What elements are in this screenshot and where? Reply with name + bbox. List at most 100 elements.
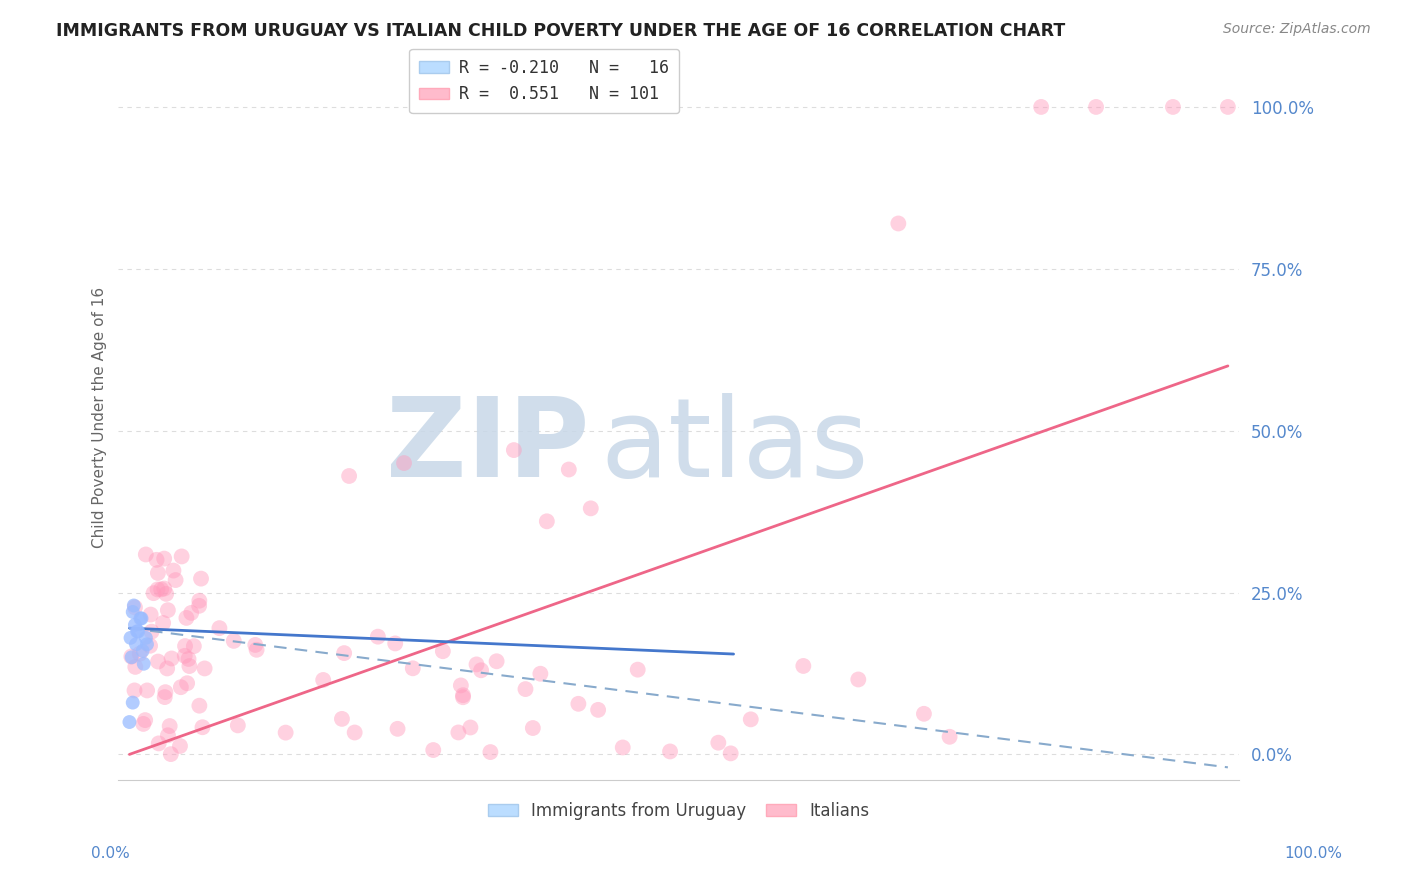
Point bbox=[522, 721, 544, 735]
Point bbox=[176, 676, 198, 690]
Point bbox=[740, 712, 762, 726]
Point bbox=[367, 630, 389, 644]
Point bbox=[174, 639, 197, 653]
Point bbox=[392, 456, 415, 470]
Point bbox=[159, 719, 181, 733]
Point bbox=[127, 624, 149, 639]
Point bbox=[146, 582, 169, 597]
Point bbox=[422, 743, 444, 757]
Point bbox=[312, 673, 335, 687]
Point bbox=[146, 566, 169, 580]
Point bbox=[208, 621, 231, 635]
Point bbox=[180, 606, 202, 620]
Point bbox=[122, 599, 145, 613]
Point bbox=[153, 690, 176, 705]
Point bbox=[612, 740, 634, 755]
Point bbox=[155, 685, 177, 699]
Point bbox=[121, 696, 143, 710]
Point bbox=[558, 462, 581, 476]
Point bbox=[485, 654, 508, 668]
Point bbox=[337, 469, 360, 483]
Point bbox=[135, 548, 157, 562]
Point bbox=[188, 599, 211, 613]
Point bbox=[720, 747, 742, 761]
Point bbox=[515, 682, 537, 697]
Point bbox=[479, 745, 502, 759]
Point bbox=[136, 637, 159, 651]
Point bbox=[121, 605, 143, 619]
Point bbox=[145, 553, 167, 567]
Text: Source: ZipAtlas.com: Source: ZipAtlas.com bbox=[1223, 22, 1371, 37]
Point bbox=[131, 644, 153, 658]
Point bbox=[1029, 100, 1052, 114]
Point bbox=[627, 663, 650, 677]
Point bbox=[707, 736, 730, 750]
Point bbox=[1161, 100, 1184, 114]
Point bbox=[188, 593, 211, 607]
Point bbox=[1085, 100, 1108, 114]
Point bbox=[121, 650, 143, 665]
Y-axis label: Child Poverty Under the Age of 16: Child Poverty Under the Age of 16 bbox=[93, 287, 107, 549]
Point bbox=[142, 586, 165, 600]
Point bbox=[387, 722, 409, 736]
Point bbox=[402, 661, 425, 675]
Point bbox=[188, 698, 211, 713]
Point bbox=[333, 646, 356, 660]
Text: 0.0%: 0.0% bbox=[91, 847, 131, 861]
Point bbox=[226, 718, 249, 732]
Point bbox=[118, 714, 141, 729]
Point bbox=[451, 690, 474, 705]
Point bbox=[165, 573, 187, 587]
Point bbox=[330, 712, 353, 726]
Point bbox=[127, 624, 149, 639]
Point bbox=[148, 736, 170, 750]
Point bbox=[152, 615, 174, 630]
Point bbox=[160, 651, 183, 665]
Point bbox=[659, 744, 682, 758]
Point bbox=[153, 551, 176, 566]
Point bbox=[887, 217, 910, 231]
Point bbox=[938, 730, 960, 744]
Point bbox=[125, 637, 148, 651]
Point bbox=[465, 657, 488, 672]
Point bbox=[245, 638, 267, 652]
Point bbox=[134, 713, 156, 727]
Point bbox=[470, 663, 492, 677]
Point bbox=[274, 725, 297, 739]
Point bbox=[169, 739, 191, 753]
Point bbox=[567, 697, 589, 711]
Point bbox=[173, 648, 195, 663]
Point bbox=[150, 582, 173, 597]
Point bbox=[170, 680, 193, 694]
Point bbox=[156, 603, 179, 617]
Point bbox=[170, 549, 193, 564]
Point bbox=[432, 644, 454, 658]
Point bbox=[129, 611, 152, 625]
Point bbox=[156, 661, 179, 675]
Point bbox=[343, 725, 366, 739]
Point bbox=[447, 725, 470, 739]
Point bbox=[132, 657, 155, 671]
Point bbox=[222, 633, 245, 648]
Point bbox=[384, 636, 406, 650]
Point bbox=[135, 631, 157, 645]
Point bbox=[176, 611, 198, 625]
Point bbox=[451, 688, 474, 702]
Point bbox=[183, 639, 205, 653]
Point bbox=[124, 660, 146, 674]
Point bbox=[194, 661, 217, 675]
Point bbox=[146, 655, 169, 669]
Point bbox=[141, 624, 163, 639]
Point bbox=[120, 649, 142, 664]
Point bbox=[124, 618, 146, 632]
Point bbox=[139, 639, 162, 653]
Point bbox=[536, 514, 558, 528]
Point bbox=[460, 721, 482, 735]
Point bbox=[124, 683, 146, 698]
Point bbox=[1216, 100, 1239, 114]
Point bbox=[162, 564, 184, 578]
Point bbox=[128, 647, 150, 661]
Point bbox=[190, 572, 212, 586]
Point bbox=[155, 587, 177, 601]
Point bbox=[245, 642, 267, 657]
